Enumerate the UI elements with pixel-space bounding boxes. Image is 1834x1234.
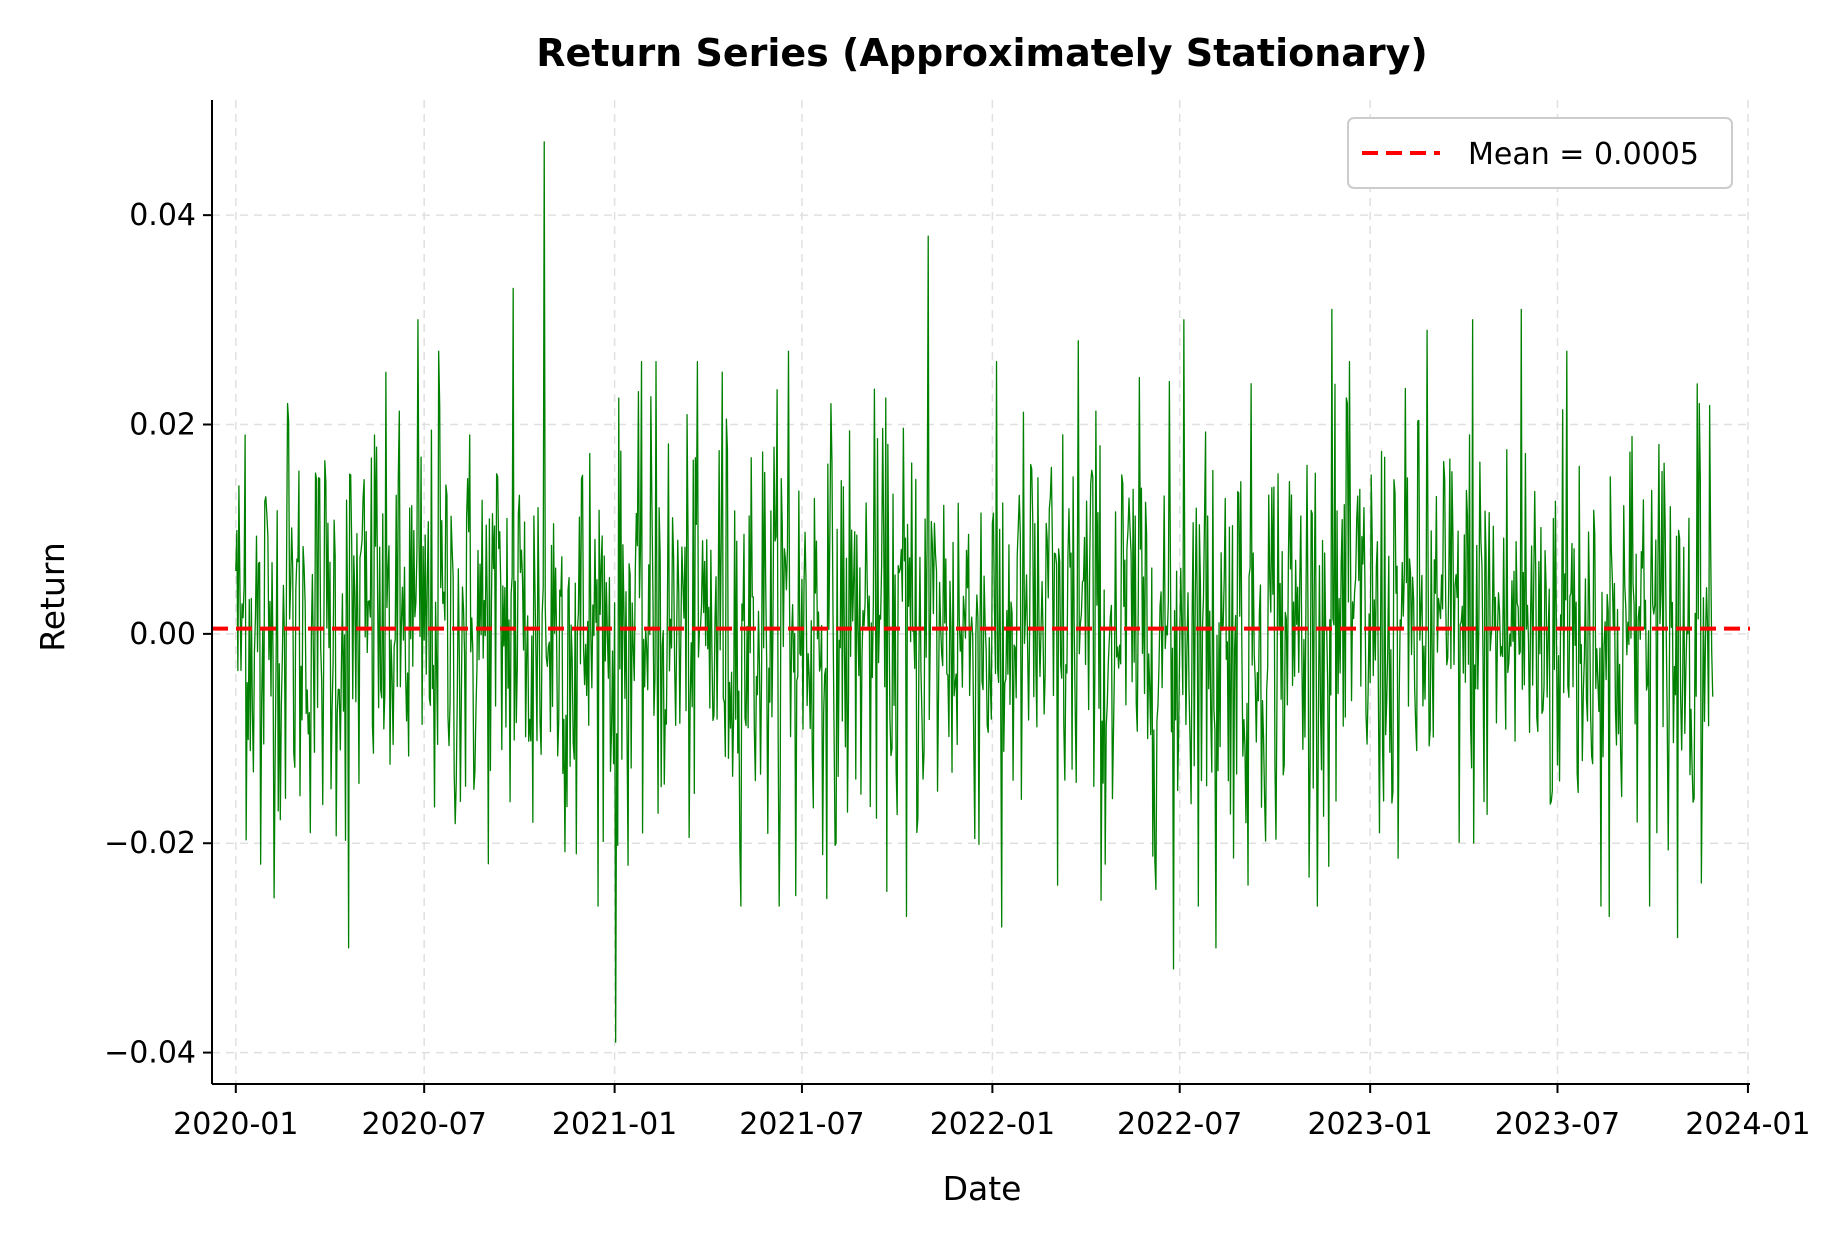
axes <box>211 100 1750 1085</box>
x-tick-label: 2021-01 <box>552 1107 677 1142</box>
y-ticks: −0.04 −0.02 0.00 0.02 0.04 <box>104 198 212 1071</box>
x-ticks: 2020-01 2020-07 2021-01 2021-07 2022-01 2022-… <box>173 1084 1811 1142</box>
x-tick-label: 2020-01 <box>173 1107 298 1142</box>
y-tick-label: −0.04 <box>104 1036 196 1071</box>
series-line-return <box>235 141 1714 1043</box>
y-tick-label: −0.02 <box>104 826 196 861</box>
x-tick-label: 2024-01 <box>1685 1107 1810 1142</box>
legend-box <box>1347 117 1733 189</box>
x-tick-label: 2021-07 <box>739 1107 864 1142</box>
x-axis-label: Date <box>943 1169 1022 1208</box>
y-axis-label: Return <box>33 542 72 652</box>
data-series-return <box>235 141 1714 1043</box>
legend: Mean = 0.0005 <box>1347 117 1733 189</box>
chart-title: Return Series (Approximately Stationary) <box>536 31 1428 75</box>
y-tick-label: 0.02 <box>129 408 196 443</box>
x-tick-label: 2022-07 <box>1117 1107 1242 1142</box>
legend-mean-label: Mean = 0.0005 <box>1468 137 1699 172</box>
y-tick-label: 0.00 <box>129 617 196 652</box>
x-tick-label: 2023-07 <box>1495 1107 1620 1142</box>
y-tick-label: 0.04 <box>129 198 196 233</box>
x-tick-label: 2020-07 <box>361 1107 486 1142</box>
x-tick-label: 2023-01 <box>1307 1107 1432 1142</box>
x-tick-label: 2022-01 <box>930 1107 1055 1142</box>
